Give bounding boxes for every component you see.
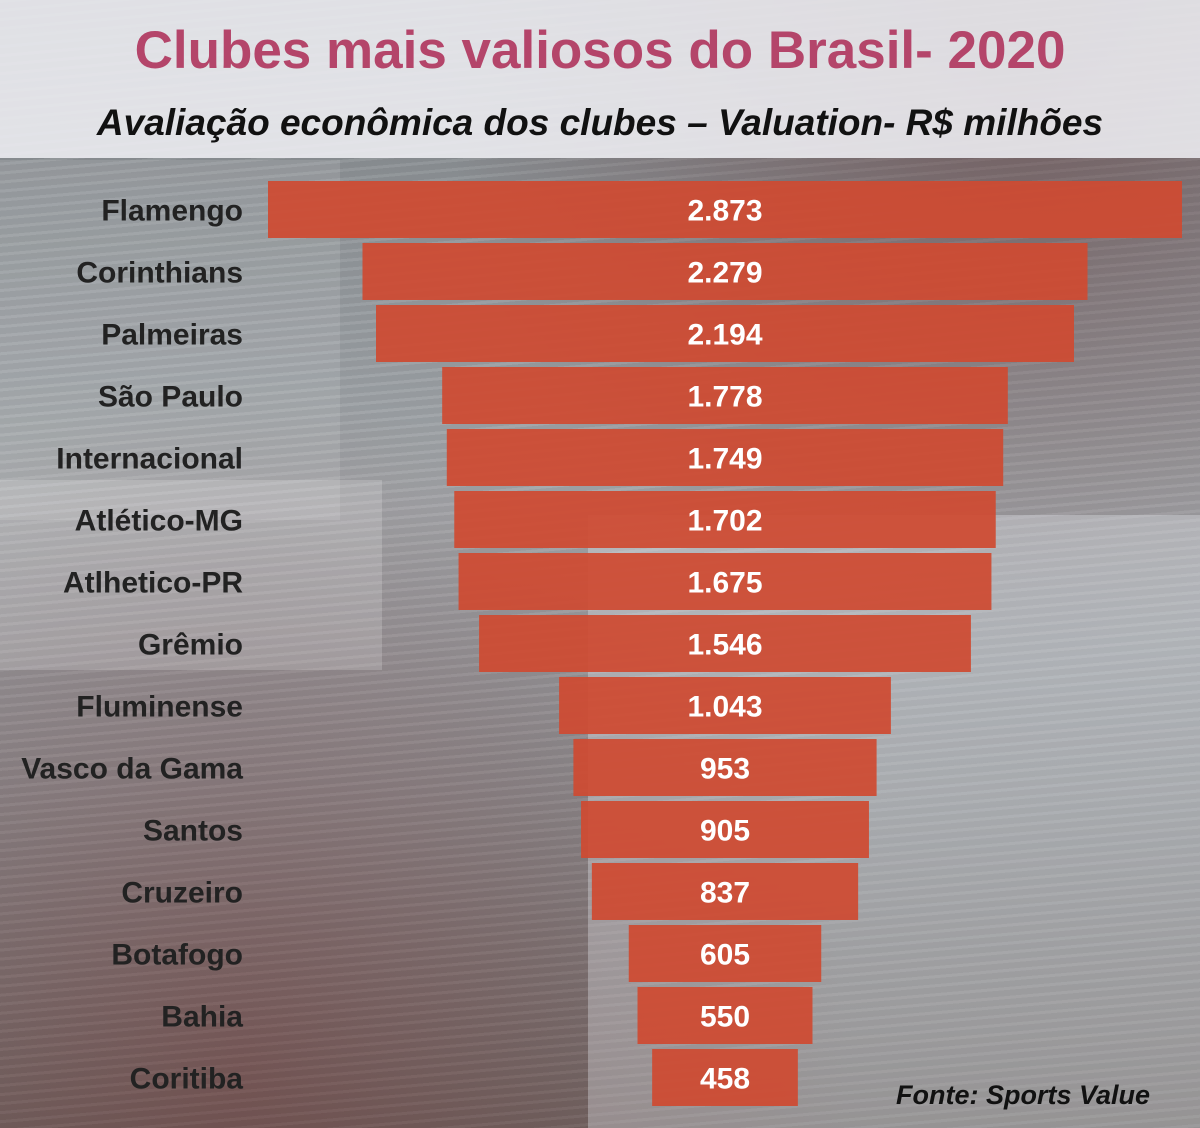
value-label-1: 2.279 — [687, 257, 762, 290]
category-label-8: Fluminense — [76, 691, 243, 724]
value-label-14: 458 — [700, 1063, 750, 1096]
value-label-8: 1.043 — [687, 691, 762, 724]
value-label-2: 2.194 — [687, 319, 762, 352]
bar-10 — [581, 801, 869, 858]
category-label-1: Corinthians — [76, 257, 243, 290]
header-band — [0, 0, 1200, 158]
category-label-5: Atlético-MG — [75, 505, 243, 538]
bar-2 — [376, 305, 1074, 362]
bar-9 — [573, 739, 877, 796]
bar-8 — [559, 677, 891, 734]
value-label-10: 905 — [700, 815, 750, 848]
bar-4 — [446, 429, 1004, 486]
bar-7 — [479, 615, 971, 672]
category-label-12: Botafogo — [111, 939, 243, 972]
chart-title: Clubes mais valiosos do Brasil- 2020 — [134, 21, 1066, 80]
value-label-3: 1.778 — [687, 381, 762, 414]
chart-subtitle: Avaliação econômica dos clubes – Valuati… — [96, 102, 1104, 143]
category-label-9: Vasco da Gama — [21, 753, 243, 786]
value-label-0: 2.873 — [687, 195, 762, 228]
value-label-5: 1.702 — [687, 505, 762, 538]
overlay-panel — [0, 480, 382, 670]
value-label-4: 1.749 — [687, 443, 762, 476]
bar-5 — [454, 491, 996, 548]
bar-14 — [652, 1049, 798, 1106]
category-label-14: Coritiba — [130, 1063, 244, 1096]
category-label-13: Bahia — [161, 1001, 243, 1034]
bar-12 — [628, 925, 822, 982]
category-label-2: Palmeiras — [101, 319, 243, 352]
category-label-0: Flamengo — [101, 195, 243, 228]
bar-0 — [268, 181, 1182, 238]
category-label-7: Grêmio — [138, 629, 243, 662]
category-label-11: Cruzeiro — [121, 877, 243, 910]
bar-3 — [442, 367, 1008, 424]
bar-1 — [362, 243, 1088, 300]
value-label-13: 550 — [700, 1001, 750, 1034]
value-label-7: 1.546 — [687, 629, 762, 662]
category-label-4: Internacional — [56, 443, 243, 476]
value-label-12: 605 — [700, 939, 750, 972]
category-label-6: Atlhetico-PR — [63, 567, 243, 600]
source-note: Fonte: Sports Value — [895, 1080, 1150, 1110]
bar-6 — [458, 553, 992, 610]
value-label-6: 1.675 — [687, 567, 762, 600]
bar-11 — [591, 863, 859, 920]
category-label-3: São Paulo — [98, 381, 243, 414]
value-label-9: 953 — [700, 753, 750, 786]
bar-13 — [637, 987, 813, 1044]
value-label-11: 837 — [700, 877, 750, 910]
category-label-10: Santos — [143, 815, 243, 848]
